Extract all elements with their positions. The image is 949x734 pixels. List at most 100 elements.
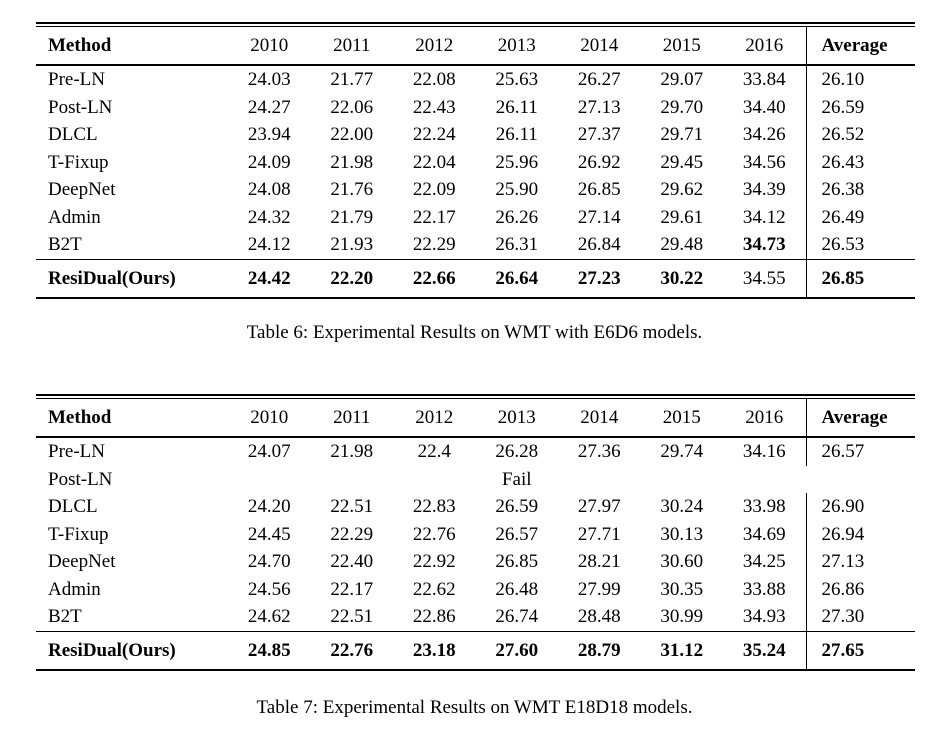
value-cell: 31.12 — [660, 639, 704, 661]
table6-caption: Table 6: Experimental Results on WMT wit… — [246, 322, 703, 343]
value-cell: 34.56 — [742, 151, 786, 173]
value-cell: 29.74 — [660, 441, 704, 463]
value-cell: 24.07 — [247, 441, 291, 463]
column-header-year: 2010 — [250, 407, 289, 428]
average-cell: 26.90 — [805, 493, 916, 521]
table-row: Admin 24.32 21.79 22.17 26.26 27.14 29.61 34.12… — [36, 203, 916, 231]
value-cell: 23.94 — [247, 124, 291, 146]
value-cell: 27.60 — [495, 639, 539, 661]
column-header-year: 2011 — [333, 407, 371, 428]
value-cell: 27.36 — [577, 441, 621, 463]
value-cell: 27.99 — [577, 578, 621, 600]
method-cell: DLCL — [48, 496, 98, 518]
value-cell: 22.17 — [330, 578, 374, 600]
value-cell — [311, 466, 394, 494]
method-cell: ResiDual(Ours) — [48, 267, 176, 289]
method-cell: DLCL — [48, 124, 98, 146]
table-row: Pre-LN 24.07 21.98 22.4 26.28 27.36 29.74 34.16… — [36, 438, 915, 466]
value-cell: 26.26 — [495, 206, 539, 228]
average-cell: 27.30 — [805, 603, 916, 631]
value-cell: 22.29 — [330, 523, 374, 545]
column-header-year: 2016 — [745, 35, 784, 56]
value-cell: 30.99 — [660, 606, 704, 628]
table-e6d6: Method 2010 2011 2012 2013 2014 2015 2016 Averag… — [36, 22, 915, 299]
value-cell: 21.98 — [330, 441, 374, 463]
average-cell: 26.85 — [805, 259, 916, 297]
value-cell: 34.26 — [742, 124, 786, 146]
average-cell: 27.65 — [805, 631, 916, 669]
value-cell: 21.76 — [330, 179, 374, 201]
method-cell: B2T — [48, 606, 82, 628]
method-cell: B2T — [48, 234, 82, 256]
value-cell: 30.24 — [660, 496, 704, 518]
column-header-year: 2016 — [745, 407, 784, 428]
value-cell: 33.98 — [742, 496, 786, 518]
value-cell: 24.42 — [247, 267, 291, 289]
average-cell: 26.53 — [805, 231, 916, 259]
value-cell: 22.4 — [417, 441, 451, 463]
column-header-average: Average — [805, 399, 916, 436]
column-header-year: 2013 — [497, 407, 536, 428]
value-cell: 22.09 — [412, 179, 456, 201]
method-cell: Admin — [48, 578, 101, 600]
average-cell: 26.94 — [805, 520, 916, 548]
value-cell: 28.79 — [577, 639, 621, 661]
value-cell: 26.74 — [495, 606, 539, 628]
column-header-year: 2014 — [580, 35, 619, 56]
value-cell: 24.12 — [247, 234, 291, 256]
value-cell: 24.27 — [247, 96, 291, 118]
average-cell: 26.49 — [805, 203, 916, 231]
value-cell: 26.11 — [495, 96, 538, 118]
table-e18d18: Method 2010 2011 2012 2013 2014 2015 2016 Averag… — [36, 394, 915, 671]
average-cell: 26.86 — [805, 575, 916, 603]
value-cell: 29.62 — [660, 179, 704, 201]
column-header-year: 2011 — [333, 35, 371, 56]
table-row: Post-LN 24.27 22.06 22.43 26.11 27.13 29.70 34.… — [36, 93, 916, 121]
value-cell: 26.92 — [577, 151, 621, 173]
value-cell: 34.93 — [742, 606, 786, 628]
average-cell: 27.13 — [805, 548, 916, 576]
value-cell: 27.13 — [577, 96, 621, 118]
value-cell: 29.71 — [660, 124, 704, 146]
value-cell: 34.55 — [742, 267, 786, 289]
value-cell: 24.20 — [247, 496, 291, 518]
average-cell: 26.52 — [805, 121, 916, 149]
value-cell: 22.00 — [330, 124, 374, 146]
column-header-year: 2010 — [250, 35, 289, 56]
average-cell: 26.59 — [805, 93, 916, 121]
method-cell: DeepNet — [48, 179, 116, 201]
table-row: T-Fixup 24.45 22.29 22.76 26.57 27.71 30.13 34.… — [36, 520, 916, 548]
method-cell: DeepNet — [48, 551, 116, 573]
value-cell: 29.61 — [660, 206, 704, 228]
value-cell: 28.21 — [577, 551, 621, 573]
value-cell: 27.71 — [577, 523, 621, 545]
average-cell: 26.57 — [805, 438, 916, 466]
value-cell: 29.07 — [660, 69, 704, 91]
table-row: B2T 24.12 21.93 22.29 26.31 26.84 29.48 34.73 26… — [36, 231, 915, 259]
method-cell: T-Fixup — [48, 151, 109, 173]
table-row: B2T 24.62 22.51 22.86 26.74 28.48 30.99 34.93 27… — [36, 603, 915, 631]
column-header-year: 2015 — [662, 35, 701, 56]
value-cell: 21.98 — [330, 151, 374, 173]
value-cell: 33.84 — [742, 69, 786, 91]
value-cell: 22.24 — [412, 124, 456, 146]
value-cell: 26.84 — [577, 234, 621, 256]
value-cell: 25.90 — [495, 179, 539, 201]
column-header-method: Method — [48, 35, 112, 56]
value-cell: 22.51 — [330, 606, 374, 628]
value-cell: 22.29 — [412, 234, 456, 256]
value-cell: 22.76 — [330, 639, 374, 661]
value-cell: 21.79 — [330, 206, 374, 228]
value-cell: 30.22 — [660, 267, 704, 289]
value-cell: 34.40 — [742, 96, 786, 118]
value-cell: 27.23 — [577, 267, 621, 289]
table-row: DLCL 23.94 22.00 22.24 26.11 27.37 29.71 34.26 2… — [36, 121, 915, 149]
method-cell: Post-LN — [48, 96, 113, 118]
table-top-rule — [36, 22, 915, 27]
value-cell: 27.14 — [577, 206, 621, 228]
value-cell: 24.08 — [247, 179, 291, 201]
method-cell: T-Fixup — [48, 523, 109, 545]
value-cell: 23.18 — [412, 639, 456, 661]
table-row: Pre-LN 24.03 21.77 22.08 25.63 26.27 29.07 33.8… — [36, 66, 915, 94]
